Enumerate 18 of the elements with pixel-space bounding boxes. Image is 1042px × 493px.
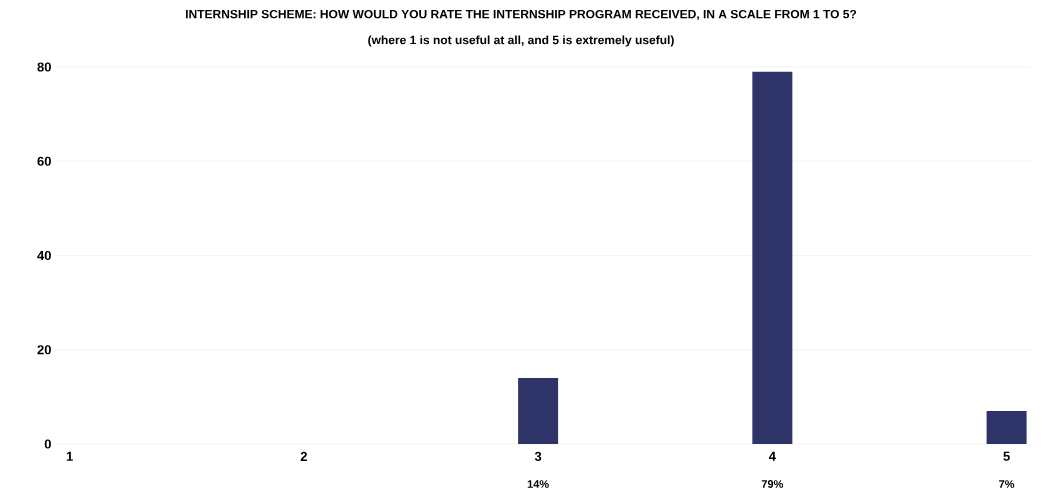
y-tick-label: 0 (44, 439, 51, 449)
x-tick-label: 2 (300, 451, 307, 461)
data-label: 7% (999, 480, 1015, 488)
y-tick-label: 80 (37, 62, 51, 72)
bar (986, 411, 1027, 444)
x-tick-label: 4 (768, 451, 776, 461)
data-label: 14% (527, 480, 549, 488)
y-tick-label: 20 (37, 345, 51, 355)
y-tick-label: 60 (37, 156, 51, 166)
chart-subtitle: (where 1 is not useful at all, and 5 is extremely useful) (368, 35, 674, 47)
x-tick-label: 1 (66, 451, 73, 461)
chart-title: INTERNSHIP SCHEME: HOW WOULD YOU RATE THE INTERNSHIP PROGRAM RECEIVED, IN A SCALE FROM 1 TO 5? (186, 9, 857, 21)
y-tick-label: 40 (37, 250, 51, 261)
data-label: 79% (761, 480, 784, 488)
bar (752, 71, 793, 444)
x-tick-label: 3 (534, 451, 542, 462)
x-tick-label: 5 (1003, 451, 1010, 461)
bar (518, 378, 559, 444)
